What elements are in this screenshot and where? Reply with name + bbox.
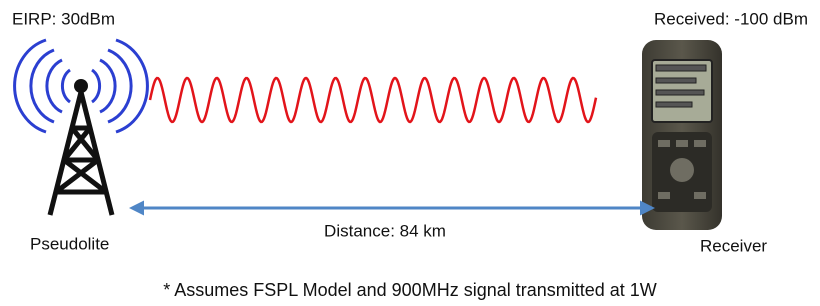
- diagram: EIRP: 30dBm Received: -100 dBm: [0, 0, 820, 306]
- transmitter-label: EIRP: 30dBm: [12, 9, 115, 28]
- signal-wave: [150, 78, 596, 122]
- receiver-device: [642, 40, 722, 230]
- receiver-name: Receiver: [700, 236, 767, 255]
- receiver-label: Received: -100 dBm: [654, 9, 808, 28]
- transmitter-name: Pseudolite: [30, 234, 109, 253]
- tower: [50, 79, 112, 215]
- footnote: * Assumes FSPL Model and 900MHz signal t…: [163, 280, 657, 300]
- distance-label: Distance: 84 km: [324, 221, 446, 240]
